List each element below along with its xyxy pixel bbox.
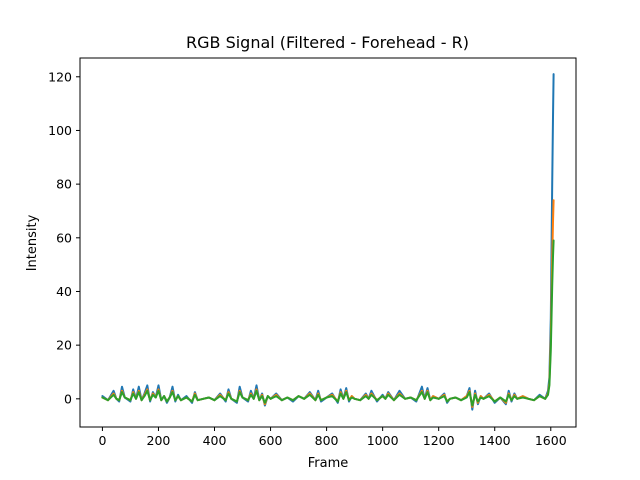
y-axis-ticks: 0 20 40 60 80 100 120 — [48, 69, 80, 406]
y-tick-label: 120 — [48, 69, 72, 84]
y-tick-label: 20 — [56, 338, 72, 353]
x-tick-label: 1600 — [535, 433, 567, 448]
x-tick-label: 400 — [203, 433, 227, 448]
x-tick-label: 1400 — [479, 433, 511, 448]
series-line-3 — [101, 239, 555, 407]
x-tick-label: 800 — [315, 433, 339, 448]
x-axis-ticks: 0 200 400 600 800 1000 1200 1400 1600 — [98, 427, 567, 448]
plot-frame — [79, 57, 577, 428]
x-tick-label: 600 — [259, 433, 283, 448]
y-tick-label: 100 — [48, 123, 72, 138]
x-tick-label: 200 — [147, 433, 171, 448]
x-tick-label: 1000 — [367, 433, 399, 448]
x-tick-label: 1200 — [423, 433, 455, 448]
y-axis-label: Intensity — [25, 214, 40, 271]
x-axis-label: Frame — [308, 456, 349, 471]
y-tick-label: 40 — [56, 284, 72, 299]
y-tick-label: 0 — [64, 391, 72, 406]
plot-series — [101, 73, 555, 411]
y-tick-label: 60 — [56, 230, 72, 245]
series-line-2 — [101, 199, 555, 408]
y-tick-label: 80 — [56, 177, 72, 192]
series-line-1 — [101, 73, 555, 411]
x-tick-label: 0 — [98, 433, 106, 448]
chart-title: RGB Signal (Filtered - Forehead - R) — [186, 33, 469, 52]
